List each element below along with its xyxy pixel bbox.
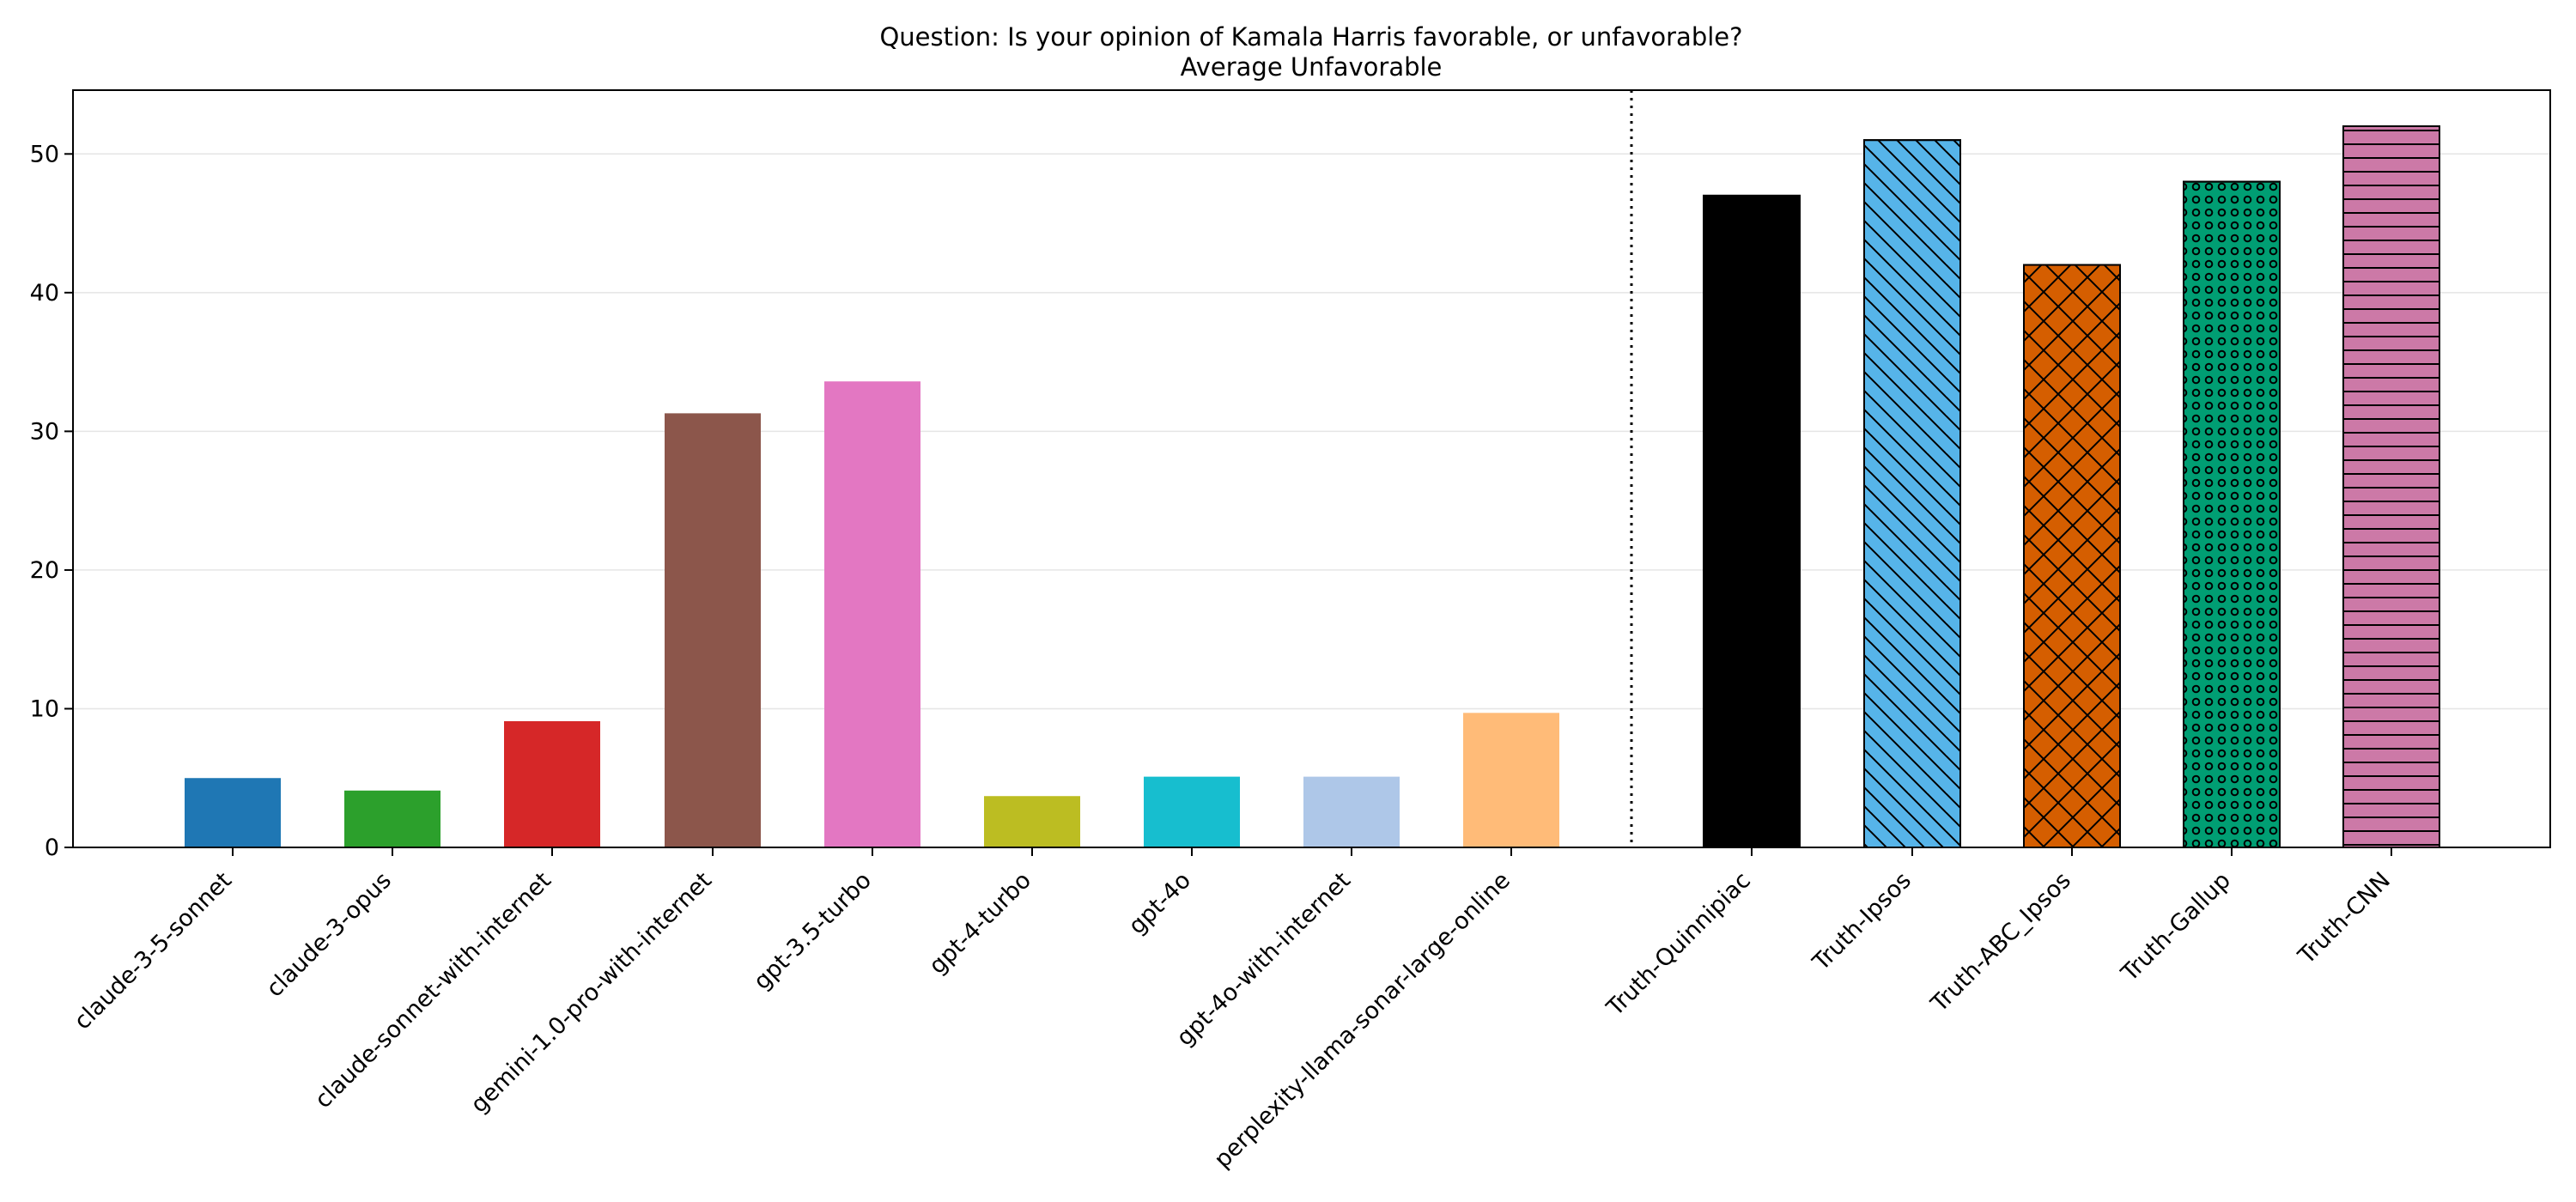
chart-title-line-2: Average Unfavorable	[1181, 52, 1443, 82]
plot-area-frame	[72, 89, 2551, 848]
y-tick-label: 40	[30, 280, 59, 307]
bar-hatch	[2342, 125, 2440, 848]
bar	[984, 796, 1080, 847]
x-tick-label: claude-3-5-sonnet	[70, 867, 237, 1035]
bar-hatch	[2183, 180, 2281, 849]
x-axis: claude-3-5-sonnet claude-3-opusclaude-son…	[70, 847, 2396, 1174]
y-tick-label: 20	[30, 557, 59, 584]
x-tick-label: Truth-CNN	[2293, 867, 2396, 970]
chart-title-line-1: Question: Is your opinion of Kamala Harr…	[879, 22, 1742, 52]
y-tick-label: 30	[30, 418, 59, 445]
y-axis: 0 10 20 30 40 50	[30, 141, 73, 861]
x-tick-label: gpt-4o-with-internet	[1171, 867, 1355, 1051]
bar	[1303, 776, 1400, 847]
y-tick-label: 50	[30, 141, 59, 167]
bar	[1144, 776, 1240, 847]
bar	[1463, 713, 1559, 847]
x-tick-label: Truth-Quinnipiac	[1601, 867, 1756, 1022]
gridlines	[73, 153, 2550, 710]
bar	[824, 381, 920, 847]
x-tick-label: Truth-ABC_Ipsos	[1925, 867, 2076, 1018]
bar	[504, 721, 600, 847]
bar	[185, 778, 281, 847]
bar	[1703, 194, 1801, 848]
bar	[665, 413, 761, 847]
bar-hatch	[1863, 139, 1961, 848]
x-tick-label: gpt-4o	[1124, 867, 1196, 939]
bar-hatch	[2023, 264, 2121, 848]
y-tick-label: 10	[30, 695, 59, 722]
x-tick-label: claude-3-opus	[261, 867, 397, 1003]
x-tick-label: gpt-3.5-turbo	[749, 867, 877, 995]
x-tick-label: Truth-Ipsos	[1807, 867, 1917, 976]
x-tick-label: perplexity-llama-sonar-large-online	[1209, 867, 1516, 1174]
x-tick-label: Truth-Gallup	[2116, 867, 2236, 987]
y-tick-label: 0	[45, 835, 59, 861]
bars	[185, 125, 2440, 849]
x-tick-label: gpt-4-turbo	[924, 867, 1036, 980]
bar	[344, 790, 440, 847]
